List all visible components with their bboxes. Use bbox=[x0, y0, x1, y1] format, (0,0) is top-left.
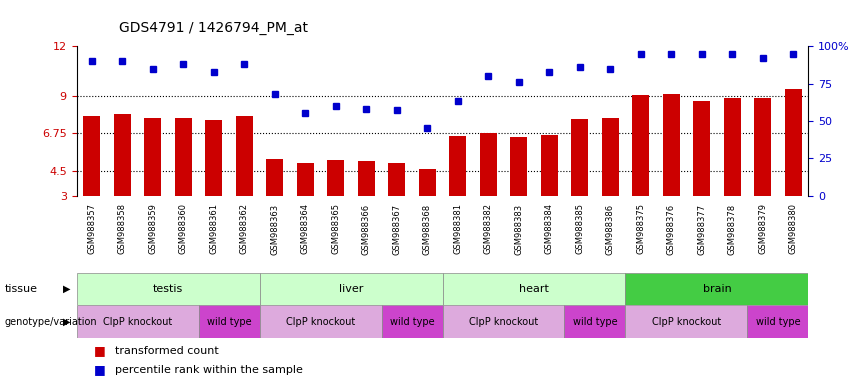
Bar bbox=[480, 134, 497, 196]
Text: wild type: wild type bbox=[207, 316, 251, 327]
Text: ▶: ▶ bbox=[63, 316, 70, 327]
Bar bbox=[77, 273, 260, 305]
Bar bbox=[785, 89, 802, 196]
Text: ■: ■ bbox=[94, 363, 106, 376]
Bar bbox=[358, 161, 374, 196]
Bar bbox=[663, 94, 680, 196]
Bar bbox=[266, 159, 283, 196]
Bar bbox=[236, 116, 253, 196]
Bar bbox=[114, 114, 131, 196]
Bar bbox=[724, 98, 740, 196]
Bar bbox=[511, 137, 527, 196]
Text: ClpP knockout: ClpP knockout bbox=[652, 316, 721, 327]
Bar bbox=[443, 273, 625, 305]
Bar bbox=[564, 305, 625, 338]
Bar bbox=[77, 305, 198, 338]
Text: heart: heart bbox=[519, 284, 549, 294]
Text: wild type: wild type bbox=[573, 316, 617, 327]
Text: ClpP knockout: ClpP knockout bbox=[286, 316, 355, 327]
Text: wild type: wild type bbox=[756, 316, 800, 327]
Bar bbox=[388, 162, 405, 196]
Bar bbox=[625, 305, 747, 338]
Bar bbox=[571, 119, 588, 196]
Bar bbox=[419, 169, 436, 196]
Bar bbox=[541, 135, 557, 196]
Bar bbox=[449, 136, 466, 196]
Bar bbox=[381, 305, 443, 338]
Bar bbox=[443, 305, 564, 338]
Text: percentile rank within the sample: percentile rank within the sample bbox=[115, 364, 303, 375]
Text: wild type: wild type bbox=[390, 316, 434, 327]
Bar bbox=[328, 160, 344, 196]
Bar bbox=[145, 118, 161, 196]
Text: ClpP knockout: ClpP knockout bbox=[103, 316, 172, 327]
Bar bbox=[260, 273, 443, 305]
Text: liver: liver bbox=[339, 284, 363, 294]
Bar bbox=[602, 118, 619, 196]
Bar bbox=[175, 118, 191, 196]
Text: GDS4791 / 1426794_PM_at: GDS4791 / 1426794_PM_at bbox=[119, 21, 308, 35]
Bar bbox=[754, 98, 771, 196]
Bar bbox=[632, 95, 649, 196]
Bar bbox=[297, 164, 314, 196]
Bar bbox=[625, 273, 808, 305]
Text: ▶: ▶ bbox=[63, 284, 70, 294]
Text: testis: testis bbox=[153, 284, 183, 294]
Text: ClpP knockout: ClpP knockout bbox=[469, 316, 538, 327]
Bar bbox=[747, 305, 808, 338]
Text: genotype/variation: genotype/variation bbox=[4, 316, 97, 327]
Bar bbox=[694, 101, 710, 196]
Bar bbox=[83, 116, 100, 196]
Bar bbox=[205, 120, 222, 196]
Text: ■: ■ bbox=[94, 344, 106, 357]
Bar bbox=[198, 305, 260, 338]
Text: tissue: tissue bbox=[4, 284, 37, 294]
Text: brain: brain bbox=[703, 284, 731, 294]
Text: transformed count: transformed count bbox=[115, 346, 219, 356]
Bar bbox=[260, 305, 381, 338]
